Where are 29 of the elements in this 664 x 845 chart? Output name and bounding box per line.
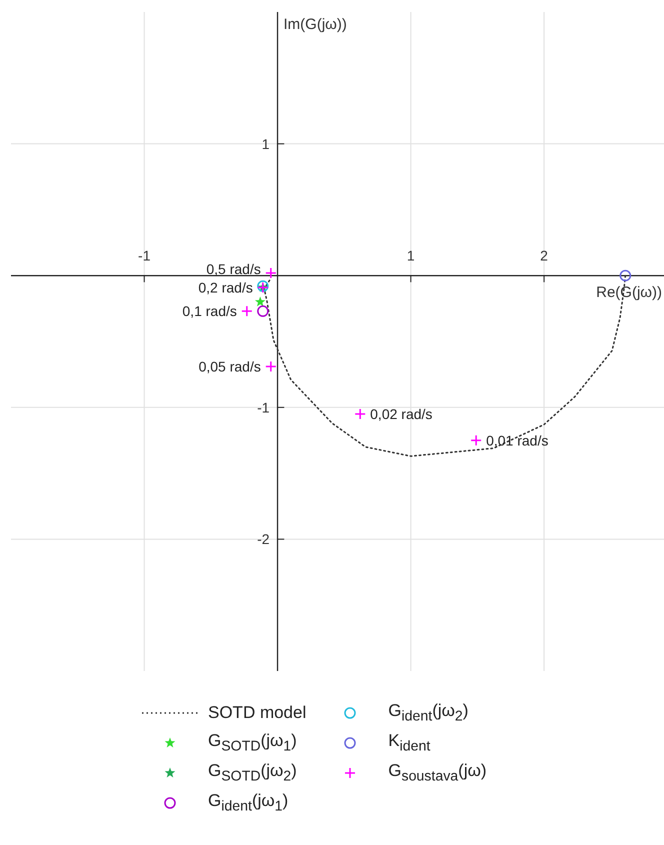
annotation: 0,01 rad/s [486,432,548,448]
point [265,267,277,279]
point [620,270,632,282]
y-axis-title: Im(G(jω)) [284,16,347,33]
point [265,360,277,372]
x-tick-label: -1 [138,248,151,264]
legend-label: G$_{soustava}$(jω) [388,761,487,785]
point [354,408,366,420]
annotation: 0,02 rad/s [370,406,432,422]
annotation: 0,1 rad/s [182,303,237,320]
point [241,305,253,317]
point [257,305,269,317]
annotation: 0,5 rad/s [206,260,261,277]
legend-label: G$_{ident}$(jω$_{2}$) [388,701,468,725]
y-tick-label: -2 [257,531,270,548]
point [254,296,266,306]
legend-label: G$_{ident}$(jω$_{1}$) [208,791,288,815]
x-axis-title: Re(G(jω)) [596,284,662,301]
annotation: 0,2 rad/s [198,279,253,296]
x-tick-label: 2 [540,248,548,264]
y-tick-label: 1 [262,136,270,152]
legend-label: K$_{ident}$ [388,731,430,755]
x-tick-label: 1 [406,248,415,264]
y-tick-label: -1 [257,399,270,416]
point [470,434,482,446]
legend-label: G$_{SOTD}$(jω$_{1}$) [208,731,297,755]
legend-label: G$_{SOTD}$(jω$_{2}$) [208,761,297,785]
annotation: 0,05 rad/s [198,358,261,375]
legend-label: SOTD model [208,703,306,723]
